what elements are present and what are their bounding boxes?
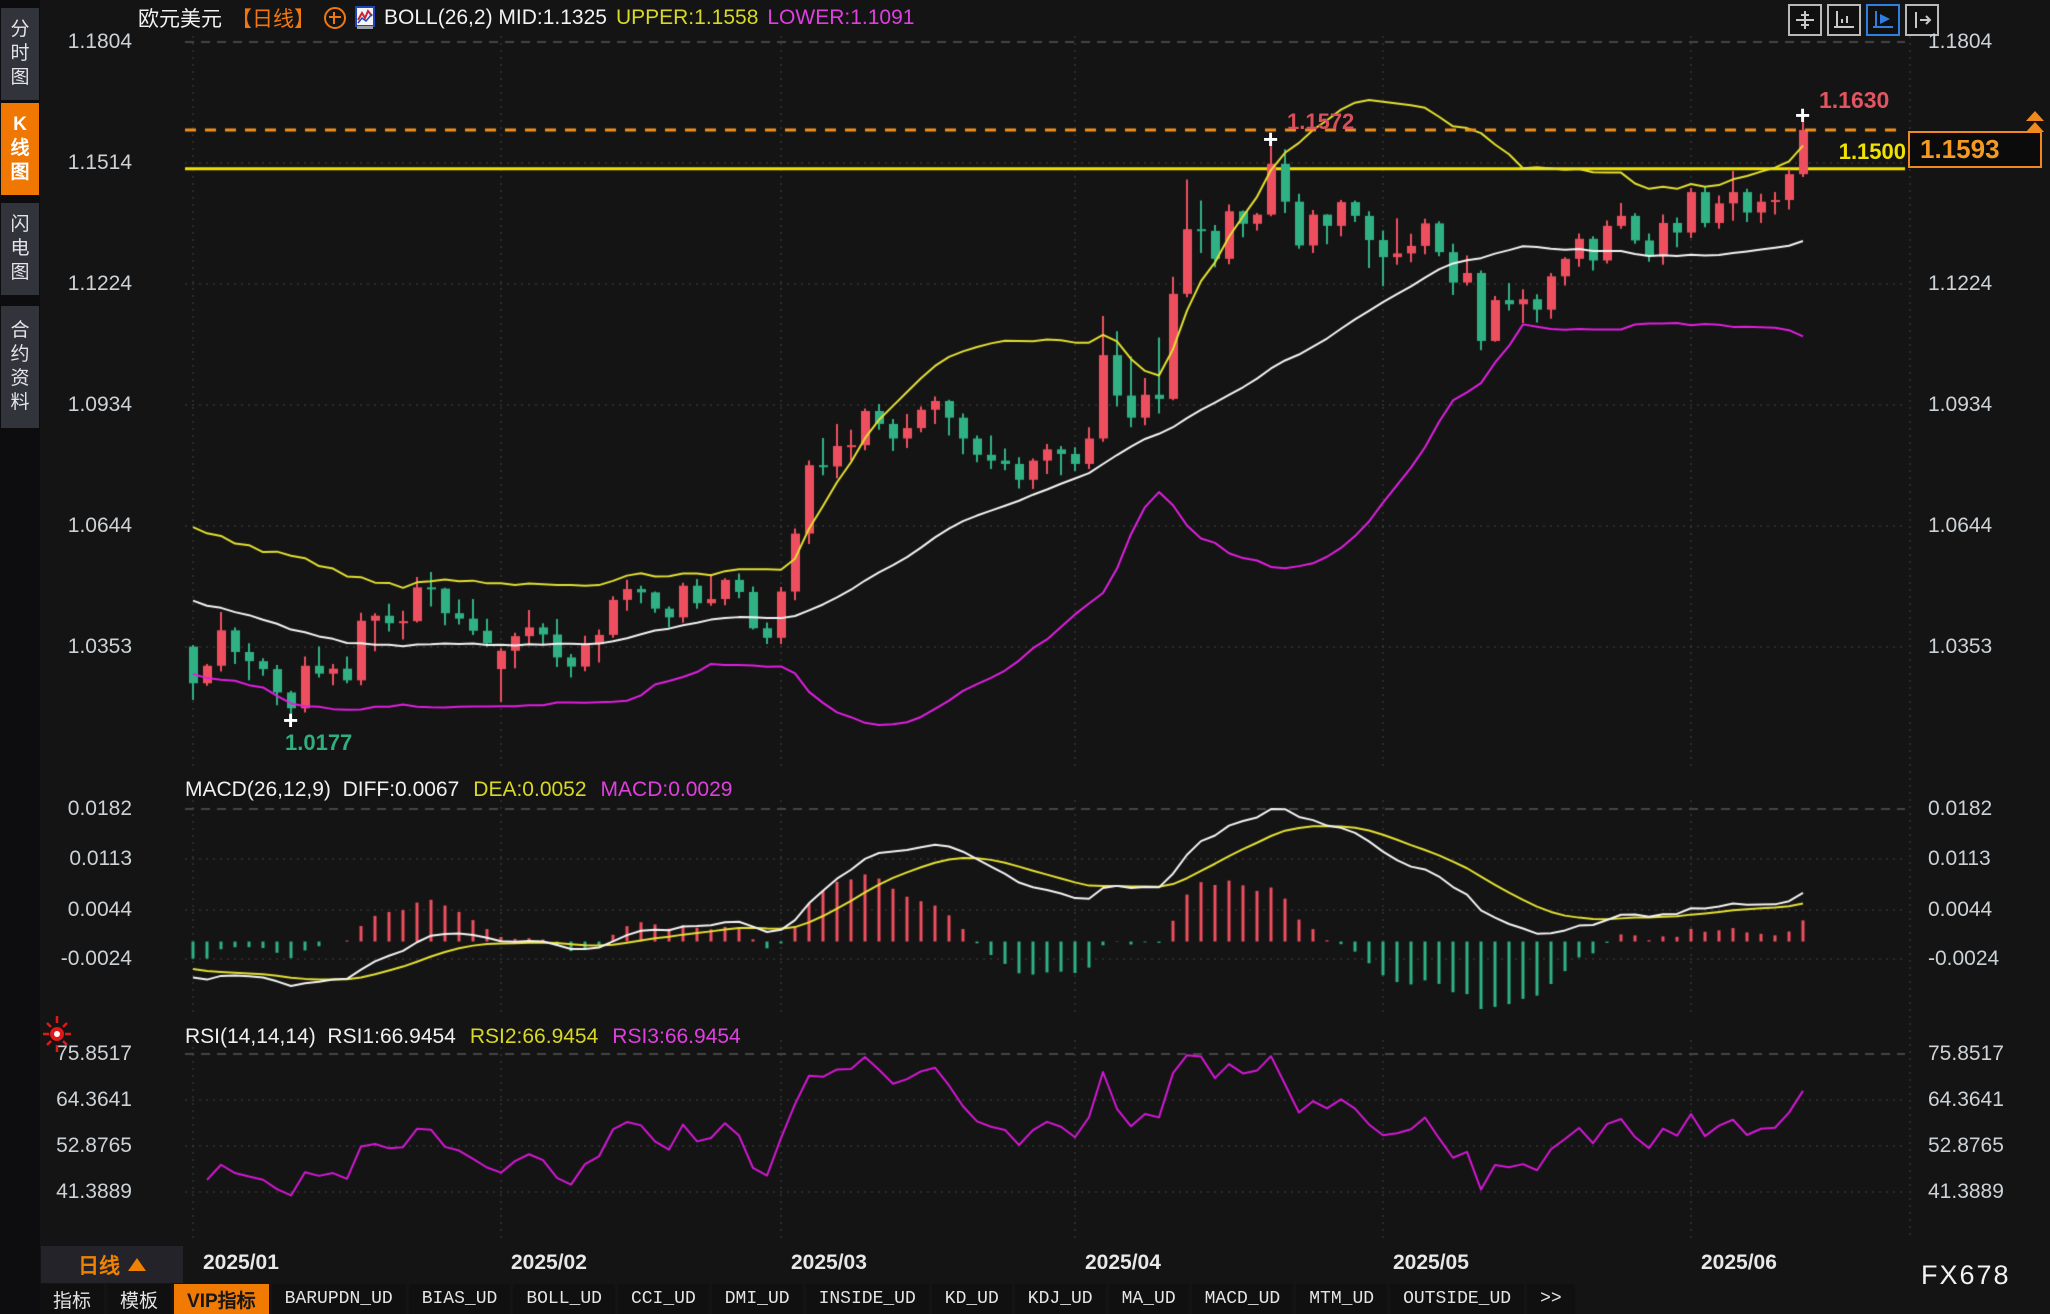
macd-tick-right: -0.0024 <box>1928 947 2000 970</box>
indicator-tab[interactable]: 指标 <box>40 1284 105 1314</box>
prev-high-cross-icon: + <box>1263 123 1279 154</box>
alert-sun-icon[interactable] <box>40 1014 74 1054</box>
macd-title: MACD(26,12,9) DIFF:0.0067 <box>185 778 460 801</box>
month-label: 2025/04 <box>1085 1251 1161 1274</box>
price-tick-right: 1.1224 <box>1928 272 1993 295</box>
month-label: 2025/03 <box>791 1251 867 1274</box>
indicator-tab[interactable]: INSIDE_UD <box>805 1284 929 1314</box>
rsi2-readout: RSI2:66.9454 <box>469 1025 599 1048</box>
axis-play-icon[interactable] <box>1866 4 1900 36</box>
boll-lower-readout: LOWER:1.1091 <box>767 6 915 29</box>
rsi-tick-left: 41.3889 <box>56 1180 132 1203</box>
price-tick-right: 1.1804 <box>1928 30 1993 53</box>
add-indicator-icon[interactable] <box>324 7 346 29</box>
macd-tick-right: 0.0182 <box>1928 797 1993 820</box>
period-label: 日线 <box>78 1254 120 1278</box>
indicator-tab[interactable]: CCI_UD <box>617 1284 709 1314</box>
sidebar-item-4[interactable]: 合约资料 <box>1 306 39 428</box>
boll-mid-readout: BOLL(26,2) MID:1.1325 <box>384 6 607 29</box>
macd-tick-left: -0.0024 <box>60 947 132 970</box>
brand-watermark: FX678 <box>1921 1260 2011 1290</box>
indicator-tab[interactable]: 模板 <box>107 1284 172 1314</box>
rsi-tick-right: 64.3641 <box>1928 1088 2004 1111</box>
price-tick-right: 1.0934 <box>1928 393 1993 416</box>
macd-tick-right: 0.0113 <box>1928 847 1991 870</box>
axis-scale-icon[interactable] <box>1827 4 1861 36</box>
macd-tick-left: 0.0113 <box>69 847 132 870</box>
hline-price-label: 1.1500 <box>1838 139 1906 164</box>
price-tick-left: 1.0353 <box>67 635 132 658</box>
sidebar-item-3[interactable]: 闪电图 <box>1 203 39 295</box>
price-tick-right: 1.0353 <box>1928 635 1993 658</box>
price-tick-left: 1.0934 <box>67 393 132 416</box>
macd-tick-left: 0.0044 <box>67 898 132 921</box>
price-tick-left: 1.0644 <box>67 514 132 537</box>
indicator-tab[interactable]: >> <box>1527 1284 1575 1314</box>
macd-dea-readout: DEA:0.0052 <box>473 778 587 801</box>
period-selector[interactable]: 日线 <box>41 1246 183 1283</box>
price-tick-right: 1.0644 <box>1928 514 1993 537</box>
period-tag: 【日线】 <box>231 8 315 31</box>
session-high-label: 1.1630 <box>1819 86 1890 113</box>
indicator-tab[interactable]: BOLL_UD <box>513 1284 615 1314</box>
macd-header: MACD(26,12,9) DIFF:0.0067 DEA:0.0052 MAC… <box>185 778 732 802</box>
session-low-label: 1.0177 <box>285 730 353 756</box>
prev-high-label: 1.1572 <box>1287 108 1355 134</box>
session-low-cross-icon: + <box>283 705 299 736</box>
month-label: 2025/05 <box>1393 1251 1469 1274</box>
last-price-tag: 1.1593 <box>1908 131 2042 168</box>
month-label: 2025/02 <box>511 1251 587 1274</box>
rsi-tick-right: 75.8517 <box>1928 1042 2004 1065</box>
rsi-tick-right: 52.8765 <box>1928 1134 2004 1157</box>
chart-toolbar <box>1788 4 1939 36</box>
indicator-tab[interactable]: DMI_UD <box>711 1284 803 1314</box>
indicator-tabbar: 指标 模板 VIP指标 BARUPDN_UD BIAS_UD BOLL_UD CCI_UD D… <box>40 1284 1575 1314</box>
indicator-tab[interactable]: BIAS_UD <box>408 1284 511 1314</box>
month-label: 2025/06 <box>1701 1251 1777 1274</box>
indicator-tab[interactable]: MACD_UD <box>1191 1284 1294 1314</box>
rsi-tick-left: 75.8517 <box>56 1042 132 1065</box>
indicator-tab[interactable]: MTM_UD <box>1296 1284 1388 1314</box>
mini-chart-icon[interactable] <box>355 6 375 30</box>
rsi-tick-left: 64.3641 <box>56 1088 132 1111</box>
sidebar-item-1[interactable]: 分时图 <box>1 8 39 100</box>
indicator-tab[interactable]: MA_UD <box>1108 1284 1189 1314</box>
macd-macd-readout: MACD:0.0029 <box>600 778 733 801</box>
price-tick-left: 1.1224 <box>67 272 132 295</box>
indicator-tab[interactable]: KDJ_UD <box>1014 1284 1106 1314</box>
indicator-tab[interactable]: OUTSIDE_UD <box>1390 1284 1525 1314</box>
macd-tick-left: 0.0182 <box>67 797 132 820</box>
period-up-triangle-icon <box>128 1258 146 1271</box>
indicator-tab[interactable]: BARUPDN_UD <box>271 1284 406 1314</box>
macd-tick-right: 0.0044 <box>1928 898 1993 921</box>
price-tick-left: 1.1804 <box>67 30 132 53</box>
price-tick-left: 1.1514 <box>67 151 132 174</box>
indicator-tab[interactable]: KD_UD <box>931 1284 1012 1314</box>
indicator-tab[interactable]: VIP指标 <box>174 1284 269 1314</box>
rsi1-readout: RSI(14,14,14) RSI1:66.9454 <box>185 1025 456 1048</box>
rsi3-readout: RSI3:66.9454 <box>612 1025 741 1048</box>
detach-window-icon[interactable] <box>1905 4 1939 36</box>
rsi-tick-left: 52.8765 <box>56 1134 132 1157</box>
symbol-name: 欧元美元 <box>138 8 222 31</box>
rsi-header: RSI(14,14,14) RSI1:66.9454 RSI2:66.9454 … <box>185 1025 741 1049</box>
rsi-tick-right: 41.3889 <box>1928 1180 2004 1203</box>
crosshair-move-icon[interactable] <box>1788 4 1822 36</box>
month-label: 2025/01 <box>203 1251 279 1274</box>
chart-header: 欧元美元 【日线】 BOLL(26,2) MID:1.1325 UPPER:1.… <box>138 5 914 31</box>
session-high-cross-icon: + <box>1795 99 1811 130</box>
boll-upper-readout: UPPER:1.1558 <box>615 6 759 29</box>
